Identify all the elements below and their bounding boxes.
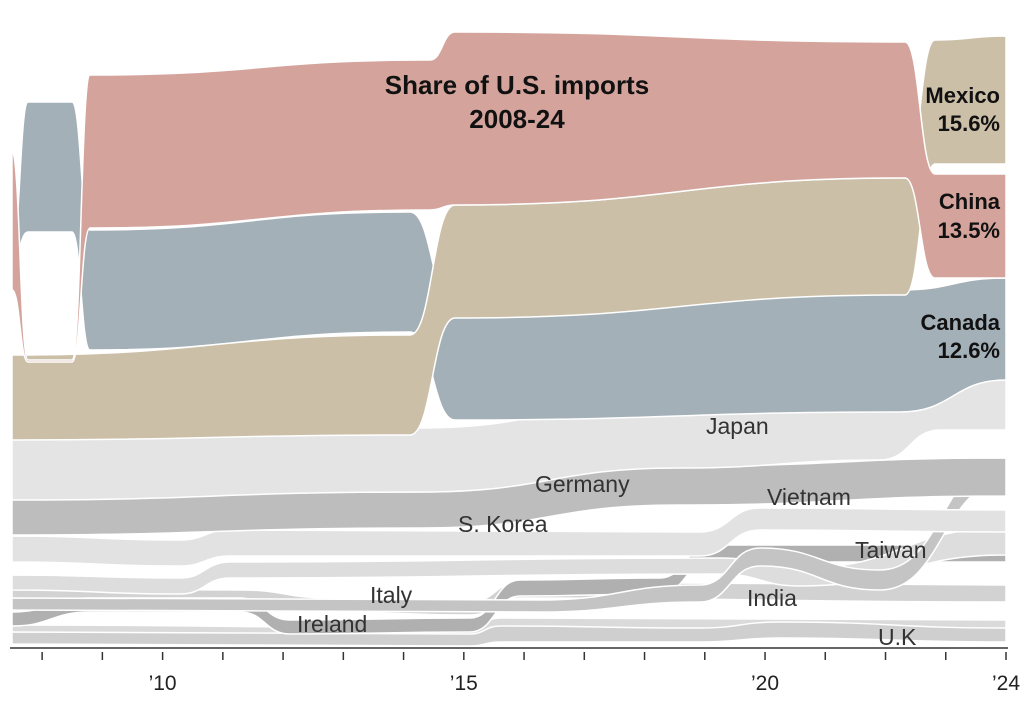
label-japan: Japan (706, 413, 769, 439)
stream-china (11, 31, 1007, 363)
label-germany: Germany (535, 471, 630, 497)
label-skorea: S. Korea (458, 511, 548, 537)
stream-mexico (11, 35, 1007, 441)
x-tick-label: ’10 (149, 672, 177, 695)
streams-layer (11, 31, 1007, 647)
x-axis-ticks: ’10 ’15 ’20 ’24 (41, 652, 1020, 695)
label-mexico-share: 15.6% (938, 111, 1000, 136)
label-ireland: Ireland (297, 611, 367, 637)
label-uk: U.K (878, 624, 917, 650)
x-tick-label: ’15 (450, 672, 478, 695)
stream-taiwan (11, 527, 1007, 595)
label-china: China (939, 189, 1001, 214)
label-china-share: 13.5% (938, 218, 1000, 243)
x-tick-label: ’20 (751, 672, 779, 695)
stream-ireland (11, 544, 1007, 635)
label-italy: Italy (370, 582, 413, 608)
label-canada-share: 12.6% (938, 338, 1000, 363)
label-vietnam: Vietnam (767, 484, 851, 510)
label-mexico: Mexico (925, 83, 1000, 108)
label-taiwan: Taiwan (855, 537, 927, 563)
stream-india (11, 621, 1007, 647)
label-canada: Canada (921, 310, 1001, 335)
label-india: India (747, 585, 797, 611)
chart-title-line1: Share of U.S. imports (385, 70, 649, 100)
chart-title-line2: 2008-24 (469, 104, 565, 134)
x-tick-label: ’24 (992, 672, 1020, 695)
